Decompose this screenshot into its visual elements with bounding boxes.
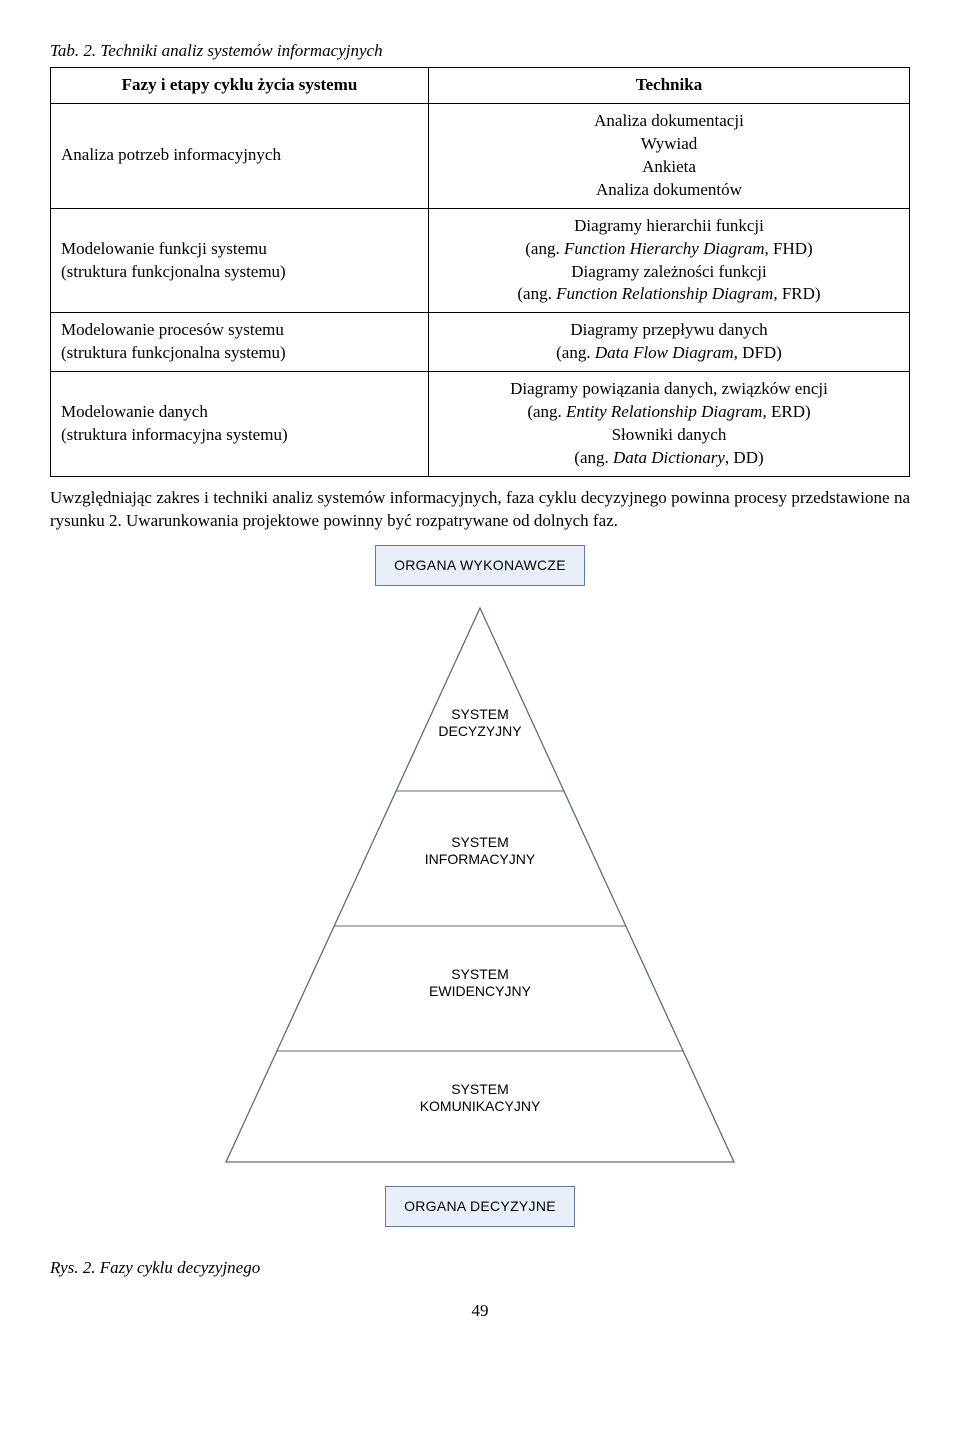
pyramid-level-label: SYSTEMEWIDENCYJNY bbox=[390, 966, 570, 1000]
table-row-left: Modelowanie funkcji systemu(struktura fu… bbox=[51, 208, 429, 313]
page-number: 49 bbox=[50, 1300, 910, 1323]
pyramid-level-label: SYSTEMKOMUNIKACYJNY bbox=[390, 1081, 570, 1115]
figure-caption: Rys. 2. Fazy cyklu decyzyjnego bbox=[50, 1257, 910, 1280]
pyramid-level-label: SYSTEMINFORMACYJNY bbox=[390, 834, 570, 868]
table-row-right: Diagramy powiązania danych, związków enc… bbox=[428, 372, 909, 477]
pyramid: SYSTEMDECYZYJNY SYSTEMINFORMACYJNY SYSTEME… bbox=[220, 606, 740, 1166]
table-row-right: Diagramy hierarchii funkcji(ang. Functio… bbox=[428, 208, 909, 313]
th-left: Fazy i etapy cyklu życia systemu bbox=[51, 67, 429, 103]
table-row-right: Analiza dokumentacjiWywiadAnkietaAnaliza… bbox=[428, 103, 909, 208]
table-row-left: Modelowanie procesów systemu(struktura f… bbox=[51, 313, 429, 372]
table-caption: Tab. 2. Techniki analiz systemów informa… bbox=[50, 40, 910, 63]
bottom-box-organa-decyzyjne: ORGANA DECYZYJNE bbox=[385, 1186, 575, 1227]
top-box-organa-wykonawcze: ORGANA WYKONAWCZE bbox=[375, 545, 585, 586]
pyramid-level-label: SYSTEMDECYZYJNY bbox=[390, 706, 570, 740]
techniques-table: Fazy i etapy cyklu życia systemu Technik… bbox=[50, 67, 910, 477]
body-paragraph: Uwzględniając zakres i techniki analiz s… bbox=[50, 487, 910, 533]
table-row-right: Diagramy przepływu danych(ang. Data Flow… bbox=[428, 313, 909, 372]
decision-cycle-diagram: ORGANA WYKONAWCZE SYSTEMDECYZYJNY SYSTEMI… bbox=[50, 545, 910, 1227]
th-right: Technika bbox=[428, 67, 909, 103]
table-row-left: Modelowanie danych(struktura informacyjn… bbox=[51, 372, 429, 477]
table-row-left: Analiza potrzeb informacyjnych bbox=[51, 103, 429, 208]
